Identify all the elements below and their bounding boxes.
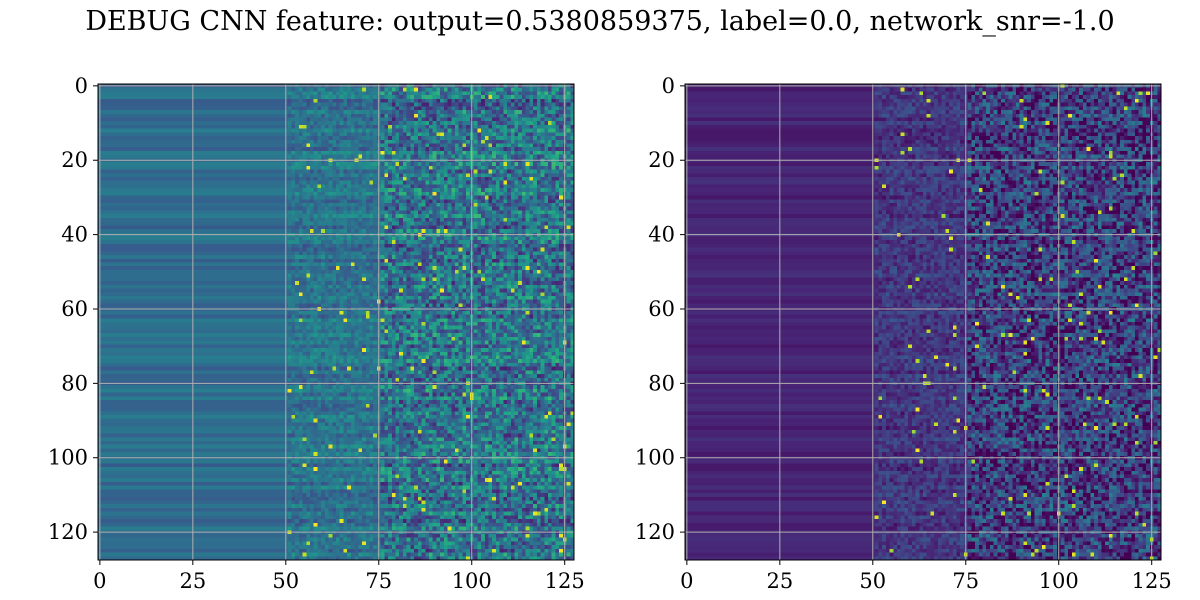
y-tick-label: 40 — [61, 223, 88, 247]
y-tick-label: 60 — [648, 297, 675, 321]
y-tick-label: 120 — [48, 520, 88, 544]
y-tick-label: 40 — [648, 223, 675, 247]
y-tick-label: 80 — [648, 371, 675, 395]
y-tick-label: 120 — [635, 520, 675, 544]
x-tick-label: 125 — [1132, 569, 1172, 593]
x-tick-label: 75 — [365, 569, 392, 593]
y-tick-label: 0 — [662, 74, 675, 98]
y-tick-label: 20 — [61, 148, 88, 172]
x-tick-label: 50 — [272, 569, 299, 593]
y-tick-label: 100 — [48, 446, 88, 470]
x-tick-label: 100 — [1039, 569, 1079, 593]
x-tick-label: 75 — [952, 569, 979, 593]
y-tick-label: 60 — [61, 297, 88, 321]
y-tick-label: 100 — [635, 446, 675, 470]
x-tick-label: 100 — [452, 569, 492, 593]
y-tick-label: 80 — [61, 371, 88, 395]
x-tick-label: 25 — [179, 569, 206, 593]
axes-frame — [97, 83, 575, 561]
x-tick-label: 25 — [766, 569, 793, 593]
heatmap-image — [98, 84, 574, 560]
heatmap-image — [685, 84, 1161, 560]
x-tick-label: 0 — [93, 569, 106, 593]
y-tick-label: 20 — [648, 148, 675, 172]
x-tick-label: 0 — [680, 569, 693, 593]
y-tick-label: 0 — [75, 74, 88, 98]
figure-suptitle: DEBUG CNN feature: output=0.5380859375, … — [85, 6, 1115, 37]
heatmap-panel-right: 0 25 50 75 100 125 0 20 40 60 80 100 120 — [635, 74, 1172, 593]
heatmap-panel-left: 0 25 50 75 100 125 0 20 40 60 80 100 120 — [48, 74, 585, 593]
x-tick-label: 125 — [545, 569, 585, 593]
x-tick-label: 50 — [859, 569, 886, 593]
axes-frame — [684, 83, 1162, 561]
